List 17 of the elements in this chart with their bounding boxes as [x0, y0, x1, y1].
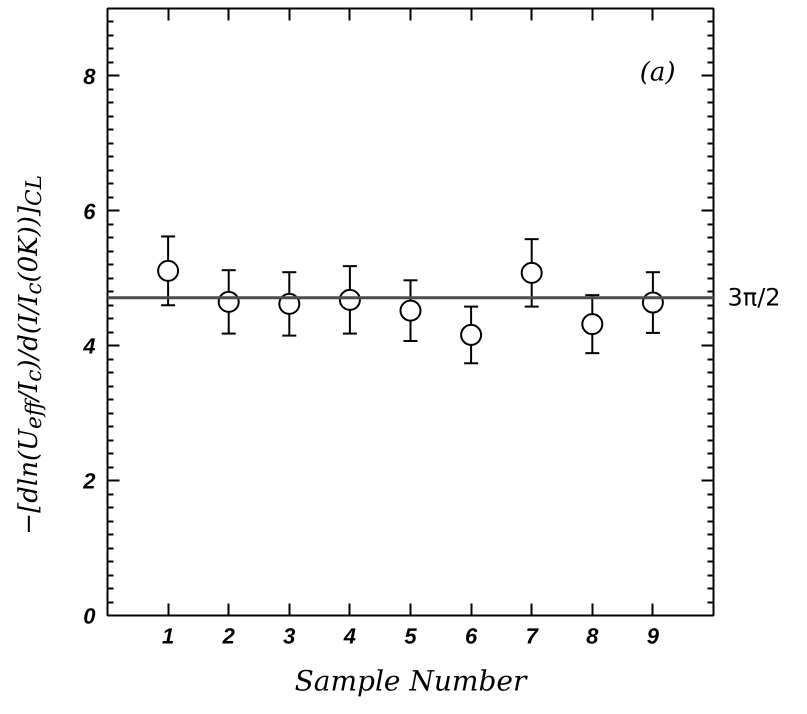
x-tick-label: 4 — [342, 624, 356, 648]
x-tick-label: 9 — [646, 624, 660, 648]
x-tick-label: 1 — [162, 624, 174, 648]
x-tick-label: 2 — [222, 624, 236, 648]
x-tick-label: 7 — [526, 624, 540, 648]
y-tick-label: 0 — [83, 604, 96, 628]
x-tick-label: 3 — [283, 624, 296, 648]
x-axis-title: Sample Number — [294, 664, 528, 698]
y-tick-label: 2 — [82, 468, 96, 494]
annotation: (a) — [640, 58, 676, 88]
ref-line-label: 3π/2 — [728, 284, 781, 312]
y-tick-label: 4 — [82, 334, 96, 359]
y-tick-label: 6 — [83, 198, 96, 224]
x-tick-label: 6 — [464, 624, 478, 648]
y-tick-label: 8 — [83, 64, 96, 89]
x-tick-label: 5 — [404, 624, 418, 648]
x-tick-label: 8 — [586, 624, 600, 648]
